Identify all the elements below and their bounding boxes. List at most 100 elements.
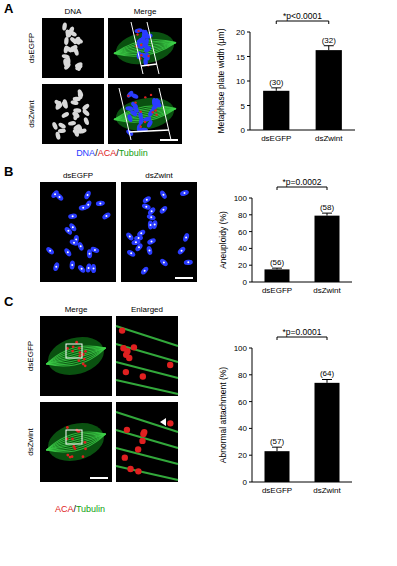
kinetochore [140, 373, 146, 379]
kinetochore [150, 94, 152, 96]
chromosome [148, 220, 154, 229]
micrograph [42, 84, 104, 144]
micrograph [40, 182, 116, 282]
kinetochore [126, 355, 132, 361]
y-axis [252, 348, 253, 482]
y-tick-label: 15 [236, 53, 245, 62]
chromosome [182, 232, 190, 242]
centromere [99, 202, 101, 204]
plate-edge [159, 88, 171, 140]
panel-label: A [4, 1, 14, 16]
kinetochore [66, 347, 69, 350]
error-stem [327, 379, 328, 382]
chromosome [146, 237, 156, 246]
n-label: (58) [320, 203, 335, 212]
micrograph [40, 402, 112, 482]
y-tick [249, 265, 252, 266]
micrograph [116, 316, 178, 396]
y-tick [249, 348, 252, 349]
spindle-body [113, 94, 176, 135]
chromosome [52, 262, 60, 272]
centromere [49, 250, 51, 252]
kinetochore [75, 341, 78, 344]
kinetochore [74, 447, 77, 450]
kinetochore [82, 455, 85, 458]
x-tick-label: dsEGFP [262, 486, 292, 495]
centromere [89, 253, 91, 255]
centromere [154, 224, 156, 226]
chromosome [147, 108, 155, 117]
centromere [140, 232, 142, 234]
centromere [87, 204, 89, 206]
kinetochore [78, 347, 81, 350]
y-axis-label: Abnormal attachment (%) [218, 367, 228, 464]
kinetochore [135, 468, 141, 474]
kinetochore [127, 466, 133, 472]
chromosome [78, 128, 87, 134]
kinetochore [66, 454, 69, 457]
chromosome [143, 116, 152, 123]
micrograph [108, 84, 182, 144]
kinetochore [83, 358, 86, 361]
chromosome [55, 131, 61, 140]
n-label: (32) [322, 36, 337, 45]
y-tick [249, 248, 252, 249]
chromosome [74, 61, 83, 68]
width-arrow [141, 64, 157, 66]
microtubule [116, 344, 178, 362]
row-label: dsEGFP [27, 33, 36, 63]
micrograph [121, 182, 197, 282]
spindle [42, 331, 110, 382]
microtubule [46, 348, 107, 370]
caption-part: Tubulin [119, 148, 148, 158]
n-label: (30) [269, 78, 284, 87]
y-tick [247, 56, 250, 57]
enlarged-image [116, 412, 178, 480]
chromosome [68, 222, 77, 232]
chromosome [87, 249, 93, 258]
y-tick-label: 20 [236, 28, 245, 37]
kinetochore [134, 101, 136, 103]
x-tick-label: dsZwint [313, 486, 341, 495]
bar [315, 216, 340, 282]
significance-label: *p=0.0001 [283, 327, 322, 337]
chromosome [71, 111, 80, 119]
centromere [54, 193, 56, 195]
y-tick [249, 214, 252, 215]
scale-bar [175, 277, 193, 279]
caption-part: ACA [98, 148, 117, 158]
y-tick-label: 40 [238, 424, 247, 433]
x-tick-label: dsZwint [313, 286, 341, 295]
spindle-body [44, 331, 108, 381]
chromosome [140, 266, 150, 276]
chromosome [144, 33, 153, 40]
micrograph [42, 18, 104, 78]
chromosome [75, 37, 84, 44]
chromosome [63, 62, 72, 71]
column-header: DNA [65, 7, 83, 16]
y-tick [249, 482, 252, 483]
x-tick-label: dsZwint [315, 134, 343, 143]
chromosome [83, 117, 90, 126]
y-tick-label: 60 [238, 398, 247, 407]
kinetochore [79, 351, 82, 354]
centromere [181, 250, 183, 252]
centromere [82, 207, 84, 209]
chromosome [85, 263, 92, 273]
bar [316, 50, 342, 130]
centromere [58, 196, 60, 198]
microtubule [46, 434, 105, 450]
kinetochore [123, 369, 129, 375]
chromosome [45, 246, 55, 256]
kinetochore [167, 420, 173, 426]
chromosome [73, 96, 81, 101]
centromere [145, 206, 147, 208]
chromosome [63, 247, 72, 257]
caption-part: Tubulin [76, 504, 105, 514]
microtubule [46, 434, 107, 456]
micrograph [116, 402, 178, 482]
centromere [75, 238, 77, 240]
figure: ADNAMergedsEGFPdsZwintDNA/ACA/TubulinBds… [0, 0, 397, 566]
kinetochore [84, 447, 87, 450]
y-tick [249, 282, 252, 283]
